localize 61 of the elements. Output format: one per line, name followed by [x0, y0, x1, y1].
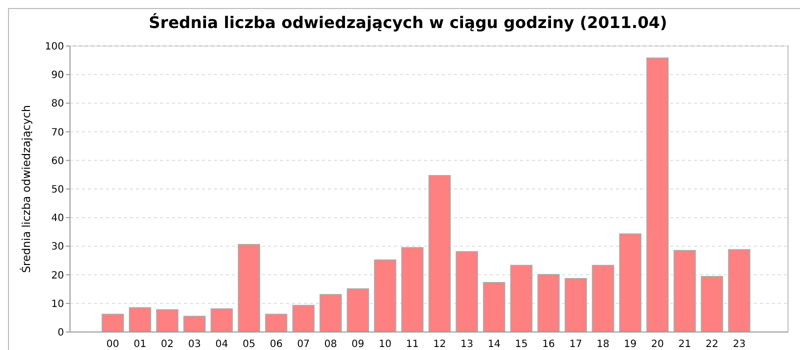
y-tick-label: 50 [51, 184, 64, 196]
y-tick-label: 100 [44, 42, 64, 52]
chart-title: Średnia liczba odwiedzających w ciągu godziny (2011.04) [148, 13, 668, 32]
x-tick-label: 16 [542, 339, 555, 350]
bar [646, 58, 669, 332]
x-tick-label: 19 [624, 339, 637, 350]
x-tick-label: 09 [352, 339, 364, 350]
x-tick-label: 14 [488, 339, 500, 350]
x-tick-label: 22 [706, 339, 718, 350]
bar [592, 264, 614, 332]
bar [292, 304, 315, 332]
bar [428, 175, 451, 332]
x-tick-label: 07 [297, 339, 310, 350]
y-tick-label: 80 [51, 98, 64, 110]
bar [564, 278, 587, 332]
bar [456, 251, 478, 332]
x-tick-label: 01 [134, 339, 146, 350]
bar [728, 249, 750, 332]
bar [374, 259, 396, 332]
bar [537, 274, 560, 332]
bar [156, 309, 178, 332]
bar [482, 282, 506, 332]
bar [210, 308, 233, 332]
y-tick-label: 0 [58, 328, 64, 338]
x-tick-label: 10 [378, 339, 392, 350]
x-tick-label: 20 [651, 339, 664, 350]
bar [265, 314, 288, 332]
bar [102, 314, 124, 332]
bar [619, 233, 642, 332]
x-tick-label: 11 [406, 339, 419, 350]
x-tick-label: 12 [433, 339, 446, 350]
bar [401, 247, 424, 332]
y-axis-title: Średnia liczba odwiedzających [19, 105, 33, 273]
x-tick-label: 17 [569, 339, 582, 350]
x-tick-label: 18 [596, 339, 610, 350]
x-tick-label: 21 [678, 339, 692, 350]
x-tick-label: 03 [188, 339, 201, 350]
x-tick-label: 08 [324, 339, 338, 350]
y-tick-label: 90 [51, 70, 64, 82]
y-tick-label: 20 [51, 270, 64, 282]
x-tick-label: 13 [460, 339, 474, 350]
bar [183, 316, 206, 332]
bar [320, 294, 342, 332]
bar [700, 276, 724, 332]
bar [238, 244, 260, 332]
y-tick-label: 60 [51, 156, 64, 167]
x-tick-label: 05 [242, 339, 256, 350]
x-tick-label: 04 [215, 339, 228, 350]
bar [510, 264, 532, 332]
y-tick-label: 10 [51, 298, 64, 310]
x-tick-label: 02 [160, 339, 174, 350]
bar [674, 250, 696, 332]
bar [128, 307, 152, 332]
y-tick-label: 30 [51, 242, 64, 253]
x-tick-label: 23 [732, 339, 746, 350]
y-tick-label: 70 [51, 127, 64, 138]
x-tick-label: 15 [514, 339, 528, 350]
y-tick-label: 40 [51, 213, 64, 224]
x-tick-label: 00 [106, 339, 120, 350]
x-tick-label: 06 [270, 339, 283, 350]
bar [346, 288, 370, 332]
